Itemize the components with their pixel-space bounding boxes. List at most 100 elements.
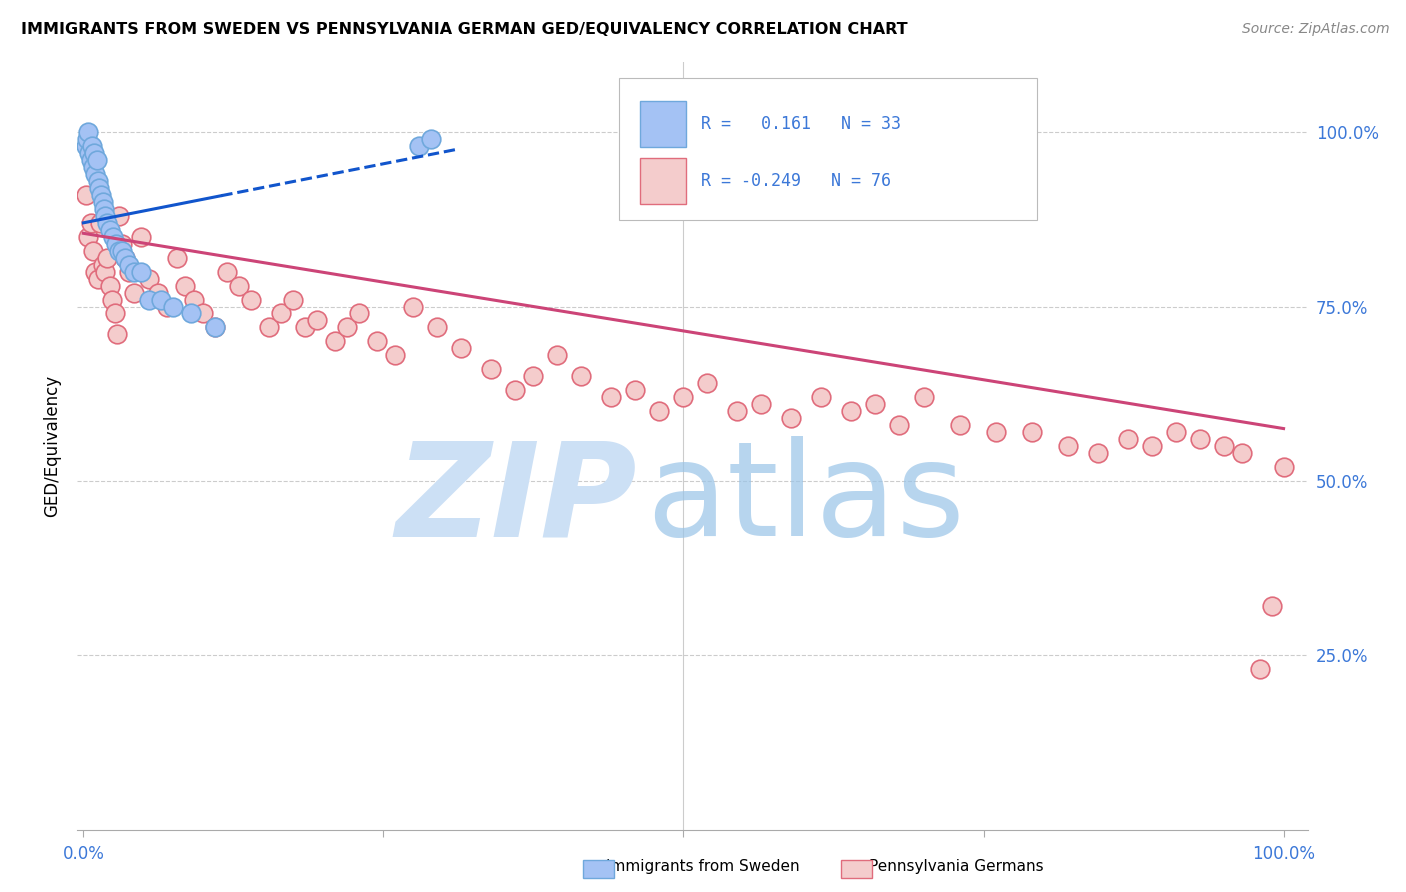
- Point: [270, 306, 292, 320]
- Point: [122, 285, 145, 300]
- Point: [204, 320, 226, 334]
- Point: [96, 251, 118, 265]
- Point: [84, 167, 107, 181]
- Point: [122, 265, 145, 279]
- Point: [841, 404, 863, 418]
- Point: [111, 244, 134, 258]
- Point: [79, 216, 101, 230]
- Point: [114, 251, 136, 265]
- Point: [810, 390, 832, 404]
- Point: [1260, 599, 1282, 614]
- Point: [91, 194, 114, 209]
- Point: [672, 390, 695, 404]
- Point: [751, 397, 773, 411]
- Point: [228, 278, 250, 293]
- Point: [259, 320, 281, 334]
- Point: [108, 244, 131, 258]
- Point: [174, 278, 197, 293]
- Point: [103, 229, 125, 244]
- Point: [82, 160, 104, 174]
- Point: [217, 265, 239, 279]
- Point: [522, 369, 544, 384]
- FancyBboxPatch shape: [619, 78, 1038, 219]
- Point: [138, 271, 160, 285]
- Point: [450, 342, 472, 356]
- Point: [1056, 439, 1078, 453]
- Point: [129, 229, 152, 244]
- Point: [193, 306, 215, 320]
- FancyBboxPatch shape: [640, 158, 686, 204]
- Point: [349, 306, 371, 320]
- FancyBboxPatch shape: [640, 101, 686, 147]
- Point: [104, 236, 127, 251]
- Point: [111, 236, 134, 251]
- Point: [600, 390, 623, 404]
- Point: [108, 209, 131, 223]
- Point: [77, 229, 100, 244]
- Point: [366, 334, 388, 349]
- Point: [283, 293, 305, 307]
- Point: [1116, 432, 1139, 446]
- Point: [384, 348, 406, 362]
- Point: [307, 313, 329, 327]
- Point: [83, 146, 105, 161]
- Text: atlas: atlas: [645, 436, 965, 563]
- Point: [1188, 432, 1211, 446]
- Point: [77, 125, 100, 139]
- Point: [571, 369, 593, 384]
- Point: [481, 362, 503, 376]
- Point: [408, 139, 430, 153]
- Text: R = -0.249   N = 76: R = -0.249 N = 76: [702, 172, 891, 190]
- Point: [118, 258, 141, 272]
- Point: [98, 278, 121, 293]
- Point: [91, 258, 114, 272]
- Point: [624, 383, 647, 397]
- Point: [89, 216, 111, 230]
- Point: [240, 293, 263, 307]
- Point: [101, 293, 124, 307]
- Point: [146, 285, 169, 300]
- Point: [1087, 446, 1109, 460]
- Point: [1249, 662, 1271, 676]
- Point: [1230, 446, 1253, 460]
- Point: [94, 265, 117, 279]
- Point: [166, 251, 188, 265]
- Point: [420, 132, 443, 146]
- Point: [103, 306, 125, 320]
- Point: [984, 425, 1007, 439]
- Point: [336, 320, 359, 334]
- Point: [82, 244, 104, 258]
- Point: [138, 293, 160, 307]
- Point: [79, 146, 101, 161]
- Point: [87, 271, 110, 285]
- Point: [98, 223, 121, 237]
- Point: [865, 397, 887, 411]
- Text: Pennsylvania Germans: Pennsylvania Germans: [869, 859, 1043, 874]
- Point: [80, 139, 103, 153]
- Point: [75, 139, 97, 153]
- Text: IMMIGRANTS FROM SWEDEN VS PENNSYLVANIA GERMAN GED/EQUIVALENCY CORRELATION CHART: IMMIGRANTS FROM SWEDEN VS PENNSYLVANIA G…: [21, 22, 908, 37]
- Point: [118, 265, 141, 279]
- Point: [780, 411, 803, 425]
- Point: [84, 265, 107, 279]
- Text: Immigrants from Sweden: Immigrants from Sweden: [606, 859, 800, 874]
- Point: [94, 209, 117, 223]
- Point: [86, 153, 108, 167]
- Point: [1212, 439, 1234, 453]
- Point: [129, 265, 152, 279]
- Point: [79, 153, 101, 167]
- Point: [546, 348, 568, 362]
- Point: [90, 188, 112, 202]
- Point: [727, 404, 749, 418]
- Point: [696, 376, 718, 391]
- Point: [1164, 425, 1187, 439]
- Point: [150, 293, 173, 307]
- Point: [426, 320, 449, 334]
- Point: [648, 404, 671, 418]
- Point: [912, 390, 935, 404]
- Y-axis label: GED/Equivalency: GED/Equivalency: [44, 375, 62, 517]
- Text: ZIP: ZIP: [395, 436, 637, 563]
- Point: [93, 202, 115, 216]
- Point: [204, 320, 226, 334]
- Text: R =   0.161   N = 33: R = 0.161 N = 33: [702, 115, 901, 133]
